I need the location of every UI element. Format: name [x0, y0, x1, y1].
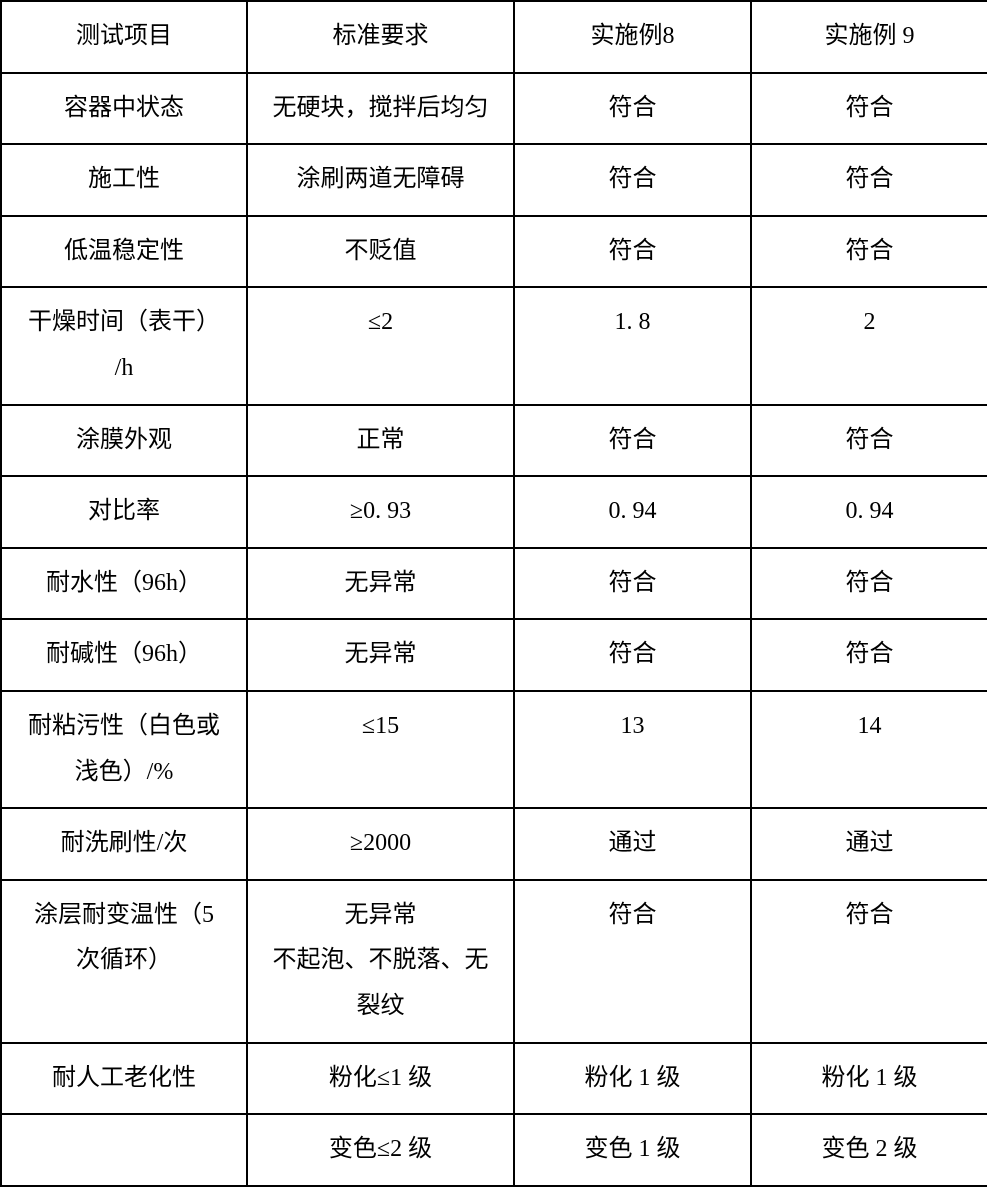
cell-item: 耐碱性（96h） [1, 619, 247, 691]
cell-ex8: 0. 94 [514, 476, 751, 548]
cell-standard: 粉化≤1 级 [247, 1043, 514, 1115]
cell-ex9: 符合 [751, 548, 987, 620]
table-row: 耐碱性（96h） 无异常 符合 符合 [1, 619, 987, 691]
cell-item [1, 1114, 247, 1186]
header-cell-item: 测试项目 [1, 1, 247, 73]
table-row: 容器中状态 无硬块，搅拌后均匀 符合 符合 [1, 73, 987, 145]
table-row: 变色≤2 级 变色 1 级 变色 2 级 [1, 1114, 987, 1186]
header-cell-standard: 标准要求 [247, 1, 514, 73]
cell-standard: ≤2 [247, 287, 514, 404]
cell-ex8: 变色 1 级 [514, 1114, 751, 1186]
cell-ex8: 符合 [514, 144, 751, 216]
cell-ex9: 符合 [751, 144, 987, 216]
cell-ex8: 13 [514, 691, 751, 808]
cell-item: 容器中状态 [1, 73, 247, 145]
cell-item: 施工性 [1, 144, 247, 216]
table-row: 施工性 涂刷两道无障碍 符合 符合 [1, 144, 987, 216]
cell-ex9: 符合 [751, 216, 987, 288]
test-results-table: 测试项目 标准要求 实施例8 实施例 9 容器中状态 无硬块，搅拌后均匀 符合 … [0, 0, 987, 1187]
table-row: 耐粘污性（白色或浅色）/% ≤15 13 14 [1, 691, 987, 808]
cell-ex9: 符合 [751, 880, 987, 1043]
cell-standard: 无异常 [247, 548, 514, 620]
table-row: 低温稳定性 不贬值 符合 符合 [1, 216, 987, 288]
cell-standard: 无硬块，搅拌后均匀 [247, 73, 514, 145]
cell-item: 干燥时间（表干）/h [1, 287, 247, 404]
cell-ex8: 通过 [514, 808, 751, 880]
cell-ex9: 粉化 1 级 [751, 1043, 987, 1115]
table-row: 涂膜外观 正常 符合 符合 [1, 405, 987, 477]
cell-standard: ≥0. 93 [247, 476, 514, 548]
cell-standard: ≥2000 [247, 808, 514, 880]
cell-ex9: 14 [751, 691, 987, 808]
cell-ex9: 变色 2 级 [751, 1114, 987, 1186]
cell-ex8: 符合 [514, 73, 751, 145]
cell-ex9: 符合 [751, 73, 987, 145]
cell-ex8: 符合 [514, 548, 751, 620]
cell-item: 涂膜外观 [1, 405, 247, 477]
cell-ex8: 粉化 1 级 [514, 1043, 751, 1115]
table-row: 干燥时间（表干）/h ≤2 1. 8 2 [1, 287, 987, 404]
cell-item: 耐水性（96h） [1, 548, 247, 620]
cell-standard: 涂刷两道无障碍 [247, 144, 514, 216]
table-row: 耐人工老化性 粉化≤1 级 粉化 1 级 粉化 1 级 [1, 1043, 987, 1115]
cell-ex9: 通过 [751, 808, 987, 880]
table-row: 对比率 ≥0. 93 0. 94 0. 94 [1, 476, 987, 548]
table-row: 涂层耐变温性（5次循环） 无异常不起泡、不脱落、无裂纹 符合 符合 [1, 880, 987, 1043]
cell-standard: ≤15 [247, 691, 514, 808]
cell-ex8: 符合 [514, 216, 751, 288]
cell-standard: 无异常 [247, 619, 514, 691]
cell-ex8: 1. 8 [514, 287, 751, 404]
header-cell-example9: 实施例 9 [751, 1, 987, 73]
cell-ex9: 符合 [751, 619, 987, 691]
table-body: 测试项目 标准要求 实施例8 实施例 9 容器中状态 无硬块，搅拌后均匀 符合 … [1, 1, 987, 1186]
cell-standard: 不贬值 [247, 216, 514, 288]
cell-item: 耐洗刷性/次 [1, 808, 247, 880]
cell-ex8: 符合 [514, 880, 751, 1043]
cell-standard: 无异常不起泡、不脱落、无裂纹 [247, 880, 514, 1043]
cell-ex9: 符合 [751, 405, 987, 477]
cell-item: 低温稳定性 [1, 216, 247, 288]
cell-ex9: 0. 94 [751, 476, 987, 548]
cell-item: 耐人工老化性 [1, 1043, 247, 1115]
table-header-row: 测试项目 标准要求 实施例8 实施例 9 [1, 1, 987, 73]
cell-item: 耐粘污性（白色或浅色）/% [1, 691, 247, 808]
cell-ex8: 符合 [514, 405, 751, 477]
cell-item: 涂层耐变温性（5次循环） [1, 880, 247, 1043]
header-cell-example8: 实施例8 [514, 1, 751, 73]
cell-item: 对比率 [1, 476, 247, 548]
table-row: 耐洗刷性/次 ≥2000 通过 通过 [1, 808, 987, 880]
table-row: 耐水性（96h） 无异常 符合 符合 [1, 548, 987, 620]
cell-ex9: 2 [751, 287, 987, 404]
cell-standard: 变色≤2 级 [247, 1114, 514, 1186]
cell-standard: 正常 [247, 405, 514, 477]
cell-ex8: 符合 [514, 619, 751, 691]
